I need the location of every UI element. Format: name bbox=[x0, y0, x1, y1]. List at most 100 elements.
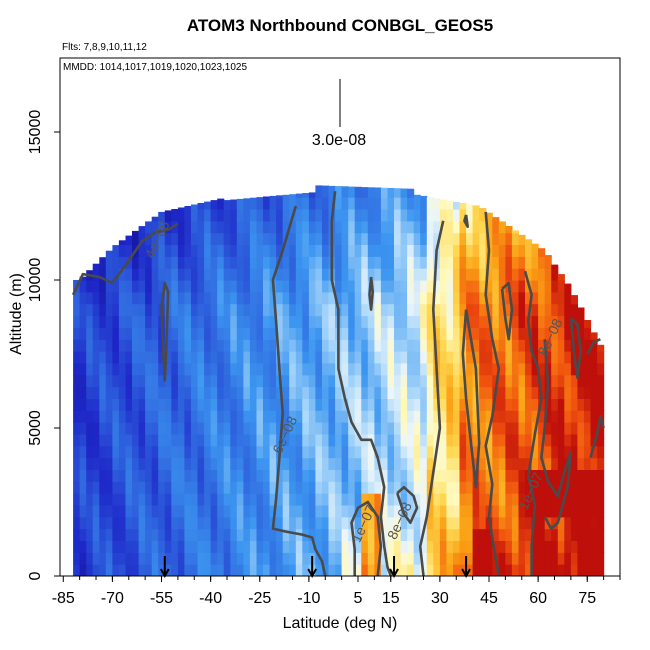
heatmap-cell bbox=[551, 315, 559, 328]
heatmap-cell bbox=[518, 303, 526, 317]
heatmap-cell bbox=[145, 516, 153, 530]
heatmap-cell bbox=[223, 540, 231, 553]
heatmap-cell bbox=[210, 457, 218, 470]
heatmap-cell bbox=[217, 493, 225, 506]
heatmap-cell bbox=[302, 339, 310, 352]
heatmap-cell bbox=[570, 481, 578, 494]
heatmap-cell bbox=[597, 398, 605, 411]
heatmap-cell bbox=[197, 256, 205, 269]
heatmap-cell bbox=[256, 315, 264, 328]
heatmap-cell bbox=[413, 481, 421, 494]
heatmap-cell bbox=[453, 433, 461, 447]
heatmap-cell bbox=[407, 386, 415, 399]
heatmap-cell bbox=[459, 445, 467, 459]
heatmap-cell bbox=[145, 552, 153, 565]
heatmap-cell bbox=[125, 374, 133, 388]
heatmap-cell bbox=[394, 244, 402, 257]
heatmap-cell bbox=[230, 505, 238, 518]
heatmap-cell bbox=[204, 493, 212, 506]
heatmap-cell bbox=[289, 386, 297, 399]
heatmap-cell bbox=[204, 280, 212, 293]
heatmap-cell bbox=[223, 505, 231, 518]
heatmap-cell bbox=[322, 505, 330, 518]
heatmap-cell bbox=[361, 410, 369, 423]
heatmap-cell bbox=[498, 457, 506, 470]
heatmap-cell bbox=[249, 457, 257, 470]
heatmap-cell bbox=[315, 528, 323, 541]
heatmap-cell bbox=[557, 280, 565, 293]
heatmap-cell bbox=[315, 315, 323, 328]
heatmap-cell bbox=[197, 528, 205, 541]
heatmap-cell bbox=[538, 374, 546, 388]
heatmap-cell bbox=[308, 220, 316, 234]
heatmap-cell bbox=[99, 303, 107, 317]
heatmap-cell bbox=[132, 374, 140, 388]
heatmap-cell bbox=[302, 244, 310, 257]
heatmap-cell bbox=[394, 516, 402, 530]
heatmap-cell bbox=[269, 268, 277, 281]
heatmap-cell bbox=[177, 315, 185, 328]
heatmap-cell bbox=[439, 199, 447, 210]
heatmap-cell bbox=[557, 274, 565, 281]
heatmap-cell bbox=[125, 410, 133, 423]
heatmap-cell bbox=[112, 540, 120, 553]
heatmap-cell bbox=[125, 268, 133, 281]
heatmap-cell bbox=[380, 528, 388, 541]
heatmap-cell bbox=[551, 410, 559, 423]
heatmap-cell bbox=[472, 327, 480, 340]
heatmap-cell bbox=[453, 481, 461, 494]
heatmap-cell bbox=[105, 303, 113, 317]
heatmap-cell bbox=[348, 552, 356, 565]
heatmap-cell bbox=[492, 493, 500, 506]
heatmap-cell bbox=[73, 540, 81, 553]
heatmap-cell bbox=[466, 209, 474, 222]
heatmap-cell bbox=[551, 362, 559, 376]
heatmap-cell bbox=[236, 505, 244, 518]
heatmap-cell bbox=[479, 552, 487, 565]
heatmap-cell bbox=[354, 398, 362, 411]
heatmap-cell bbox=[177, 481, 185, 494]
heatmap-cell bbox=[459, 457, 467, 470]
heatmap-cell bbox=[197, 505, 205, 518]
mmdd-label: MMDD: 1014,1017,1019,1020,1023,1025 bbox=[63, 62, 248, 73]
heatmap-cell bbox=[171, 327, 179, 340]
heatmap-cell bbox=[210, 339, 218, 352]
heatmap-cell bbox=[171, 410, 179, 423]
heatmap-cell bbox=[380, 422, 388, 435]
heatmap-cell bbox=[433, 339, 441, 352]
heatmap-cell bbox=[197, 516, 205, 530]
heatmap-cell bbox=[584, 398, 592, 411]
heatmap-cell bbox=[315, 433, 323, 447]
heatmap-cell bbox=[236, 410, 244, 423]
heatmap-cell bbox=[191, 552, 199, 565]
heatmap-cell bbox=[531, 552, 539, 565]
heatmap-cell bbox=[92, 540, 100, 553]
heatmap-cell bbox=[348, 303, 356, 317]
heatmap-cell bbox=[73, 422, 81, 435]
heatmap-cell bbox=[99, 280, 107, 293]
heatmap-cell bbox=[184, 339, 192, 352]
heatmap-cell bbox=[348, 540, 356, 553]
heatmap-cell bbox=[341, 410, 349, 423]
heatmap-cell bbox=[151, 220, 159, 234]
heatmap-cell bbox=[492, 516, 500, 530]
heatmap-cell bbox=[518, 516, 526, 530]
heatmap-cell bbox=[335, 410, 343, 423]
heatmap-cell bbox=[171, 280, 179, 293]
heatmap-cell bbox=[525, 433, 533, 447]
heatmap-cell bbox=[295, 220, 303, 234]
heatmap-cell bbox=[426, 362, 434, 376]
heatmap-cell bbox=[177, 256, 185, 269]
heatmap-cell bbox=[394, 280, 402, 293]
heatmap-cell bbox=[138, 374, 146, 388]
heatmap-cell bbox=[354, 457, 362, 470]
heatmap-cell bbox=[158, 351, 166, 364]
heatmap-cell bbox=[276, 195, 284, 198]
heatmap-cell bbox=[531, 540, 539, 553]
heatmap-cell bbox=[518, 410, 526, 423]
heatmap-cell bbox=[295, 410, 303, 423]
heatmap-cell bbox=[518, 564, 526, 576]
heatmap-cell bbox=[551, 374, 559, 388]
heatmap-cell bbox=[361, 552, 369, 565]
heatmap-cell bbox=[210, 256, 218, 269]
